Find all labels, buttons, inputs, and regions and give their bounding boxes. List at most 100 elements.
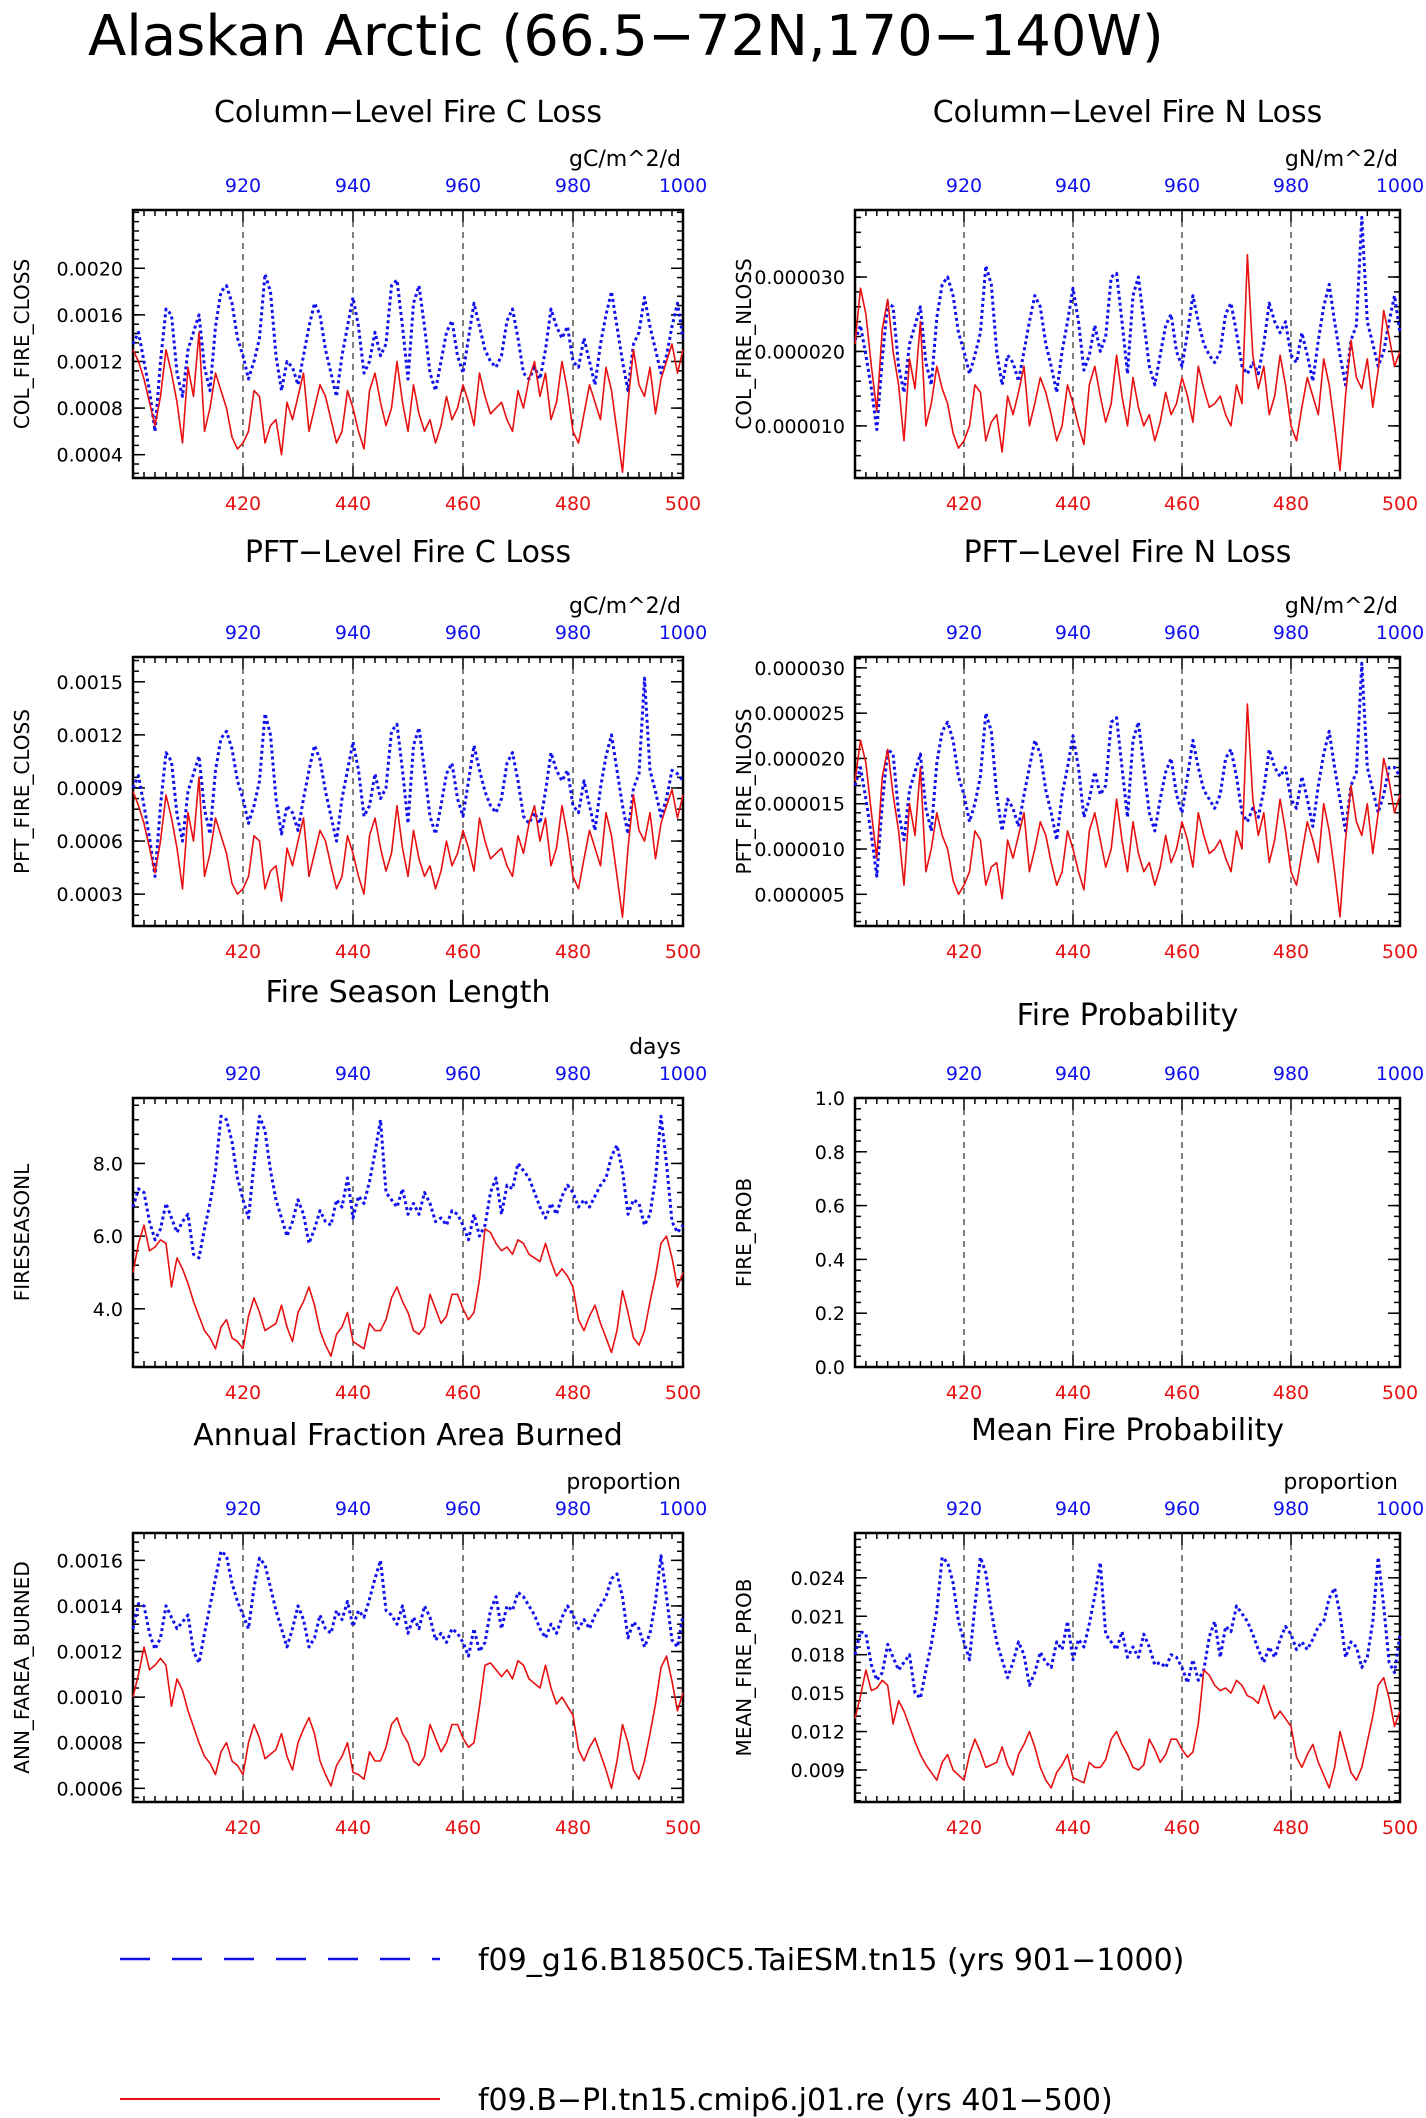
x-tick-label-bottom: 460: [445, 941, 481, 963]
y-tick-label: 0.6: [815, 1196, 845, 1218]
y-tick-label: 0.4: [815, 1249, 845, 1271]
y-tick-label: 6.0: [93, 1226, 123, 1248]
y-tick-label: 0.0003: [57, 884, 123, 906]
y-tick-label: 0.0006: [57, 1778, 123, 1800]
panel-pft-fire-nloss: PFT−Level Fire N Loss gN/m^2/d PFT_FIRE_NL…: [732, 535, 1424, 963]
y-tick-label: 0.000020: [754, 748, 845, 770]
y-tick-label: 8.0: [93, 1153, 123, 1175]
x-tick-label-top: 1000: [1376, 1063, 1424, 1085]
series-line-red: [854, 253, 1401, 472]
units-label: proportion: [566, 1470, 681, 1495]
panel-col-fire-nloss: Column−Level Fire N Loss gN/m^2/d COL_FIRE…: [732, 95, 1424, 515]
x-tick-label-bottom: 420: [225, 1817, 261, 1839]
x-tick-label-bottom: 440: [335, 493, 371, 515]
x-tick-label-bottom: 440: [1055, 1382, 1091, 1404]
x-tick-label-top: 920: [946, 1498, 982, 1520]
y-axis-label: COL_FIRE_CLOSS: [10, 259, 34, 429]
y-tick-label: 0.0016: [57, 305, 123, 327]
x-tick-label-bottom: 500: [1382, 941, 1418, 963]
x-tick-label-top: 980: [555, 175, 591, 197]
y-tick-label: 0.0004: [57, 445, 123, 467]
series-line-blue: [131, 1114, 685, 1260]
panel-fire-prob: Fire Probability FIRE_PROB 420 440 460 480 500…: [732, 998, 1424, 1404]
y-axis-label: ANN_FAREA_BURNED: [10, 1561, 34, 1773]
y-tick-label: 0.000030: [754, 658, 845, 680]
x-tick-label-top: 960: [445, 1063, 481, 1085]
plot-frame: [853, 1096, 1402, 1369]
panel-fireseasonl: Fire Season Length days FIRESEASONL 420 440 4…: [10, 975, 707, 1404]
series-line-blue: [853, 1555, 1402, 1700]
x-tick-label-top: 940: [1055, 622, 1091, 644]
x-tick-label-top: 960: [1164, 175, 1200, 197]
panel-ann-farea-burned: Annual Fraction Area Burned proportion ANN…: [10, 1418, 707, 1839]
x-tick-label-bottom: 500: [665, 1817, 701, 1839]
panel-col-fire-closs: Column−Level Fire C Loss gC/m^2/d COL_FIRE…: [10, 95, 707, 515]
x-tick-label-bottom: 500: [1382, 493, 1418, 515]
plot-frame: [131, 1531, 685, 1804]
series-line-blue: [131, 676, 685, 878]
y-tick-label: 0.018: [791, 1645, 845, 1667]
x-tick-label-top: 1000: [1376, 1498, 1424, 1520]
x-tick-label-top: 980: [555, 1498, 591, 1520]
x-tick-label-top: 940: [1055, 1063, 1091, 1085]
x-tick-label-top: 920: [946, 175, 982, 197]
x-tick-label-bottom: 480: [555, 493, 591, 515]
series-line-red: [854, 703, 1401, 918]
x-tick-label-top: 920: [946, 1063, 982, 1085]
x-tick-label-top: 940: [335, 622, 371, 644]
x-tick-label-bottom: 440: [1055, 941, 1091, 963]
y-tick-label: 0.0006: [57, 831, 123, 853]
y-tick-label: 0.000010: [754, 839, 845, 861]
panel-mean-fire-prob: Mean Fire Probability proportion MEAN_FIRE…: [732, 1413, 1424, 1839]
x-tick-label-top: 940: [335, 175, 371, 197]
y-tick-label: 0.0016: [57, 1550, 123, 1572]
y-tick-label: 4.0: [93, 1299, 123, 1321]
x-tick-label-top: 980: [1273, 622, 1309, 644]
y-tick-label: 0.8: [815, 1142, 845, 1164]
x-tick-label-top: 1000: [659, 1498, 707, 1520]
x-tick-label-bottom: 420: [225, 493, 261, 515]
series-line-red: [132, 1224, 684, 1357]
chart-title: Fire Probability: [1017, 998, 1239, 1033]
x-tick-label-top: 1000: [659, 622, 707, 644]
x-tick-label-top: 960: [1164, 1063, 1200, 1085]
y-tick-label: 0.000030: [754, 267, 845, 289]
chart-title: Mean Fire Probability: [971, 1413, 1284, 1448]
legend-entry-blue: f09_g16.B1850C5.TaiESM.tn15 (yrs 901−100…: [120, 1943, 1184, 1978]
panel-pft-fire-closs: PFT−Level Fire C Loss gC/m^2/d PFT_FIRE_CL…: [10, 535, 707, 963]
x-tick-label-bottom: 460: [1164, 1817, 1200, 1839]
legend-label-red: f09.B−PI.tn15.cmip6.j01.re (yrs 401−500): [478, 2083, 1113, 2118]
series-line-red: [132, 776, 684, 919]
x-tick-label-top: 1000: [1376, 622, 1424, 644]
x-tick-label-bottom: 480: [555, 1817, 591, 1839]
legend: f09_g16.B1850C5.TaiESM.tn15 (yrs 901−100…: [120, 1943, 1184, 2118]
x-tick-label-bottom: 420: [946, 941, 982, 963]
units-label: gC/m^2/d: [569, 594, 681, 619]
x-tick-label-bottom: 500: [665, 941, 701, 963]
units-label: days: [629, 1035, 681, 1060]
x-tick-label-top: 980: [1273, 1498, 1309, 1520]
x-tick-label-top: 980: [1273, 175, 1309, 197]
y-tick-label: 0.000005: [754, 884, 845, 906]
x-tick-label-bottom: 480: [1273, 941, 1309, 963]
x-tick-label-bottom: 460: [1164, 1382, 1200, 1404]
x-tick-label-bottom: 440: [335, 941, 371, 963]
units-label: gN/m^2/d: [1285, 594, 1398, 619]
x-tick-label-bottom: 460: [445, 1382, 481, 1404]
chart-panels: Column−Level Fire C Loss gC/m^2/d COL_FIRE…: [10, 95, 1424, 1839]
y-tick-label: 0.0008: [57, 1733, 123, 1755]
x-tick-label-bottom: 420: [225, 1382, 261, 1404]
x-tick-label-top: 980: [1273, 1063, 1309, 1085]
x-tick-label-top: 940: [1055, 1498, 1091, 1520]
y-tick-label: 0.0012: [57, 725, 123, 747]
series-line-red: [854, 1669, 1401, 1789]
plot-frame: [131, 1096, 685, 1369]
x-tick-label-top: 980: [555, 1063, 591, 1085]
x-tick-label-top: 980: [555, 622, 591, 644]
y-tick-label: 0.0008: [57, 398, 123, 420]
series-line-red: [132, 1646, 684, 1790]
x-tick-label-bottom: 460: [445, 1817, 481, 1839]
chart-title: Column−Level Fire C Loss: [214, 95, 602, 130]
units-label: proportion: [1283, 1470, 1398, 1495]
y-axis-label: PFT_FIRE_CLOSS: [10, 709, 34, 874]
